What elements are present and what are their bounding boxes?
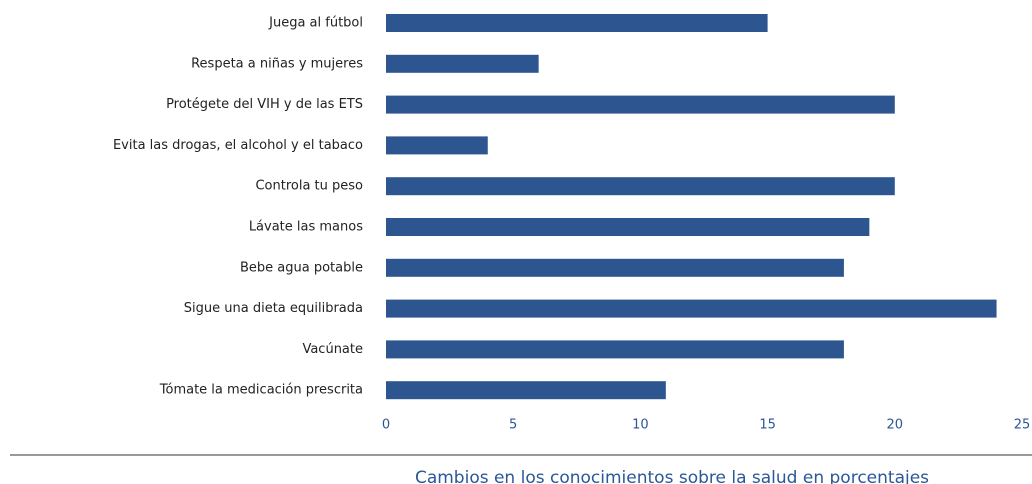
- y-tick-label: Bebe agua potable: [240, 260, 363, 275]
- bar: [386, 381, 666, 400]
- y-tick-label: Controla tu peso: [255, 179, 363, 194]
- y-tick-label: Evita las drogas, el alcohol y el tabaco: [113, 138, 363, 153]
- bar: [386, 340, 844, 359]
- x-tick-label: 0: [382, 418, 390, 433]
- bar: [386, 299, 997, 318]
- x-tick-label: 10: [632, 418, 649, 433]
- bar: [386, 177, 895, 196]
- bar: [386, 136, 488, 155]
- y-tick-label: Sigue una dieta equilibrada: [184, 301, 363, 316]
- y-tick-label: Protégete del VIH y de las ETS: [166, 97, 363, 112]
- y-tick-label: Vacúnate: [302, 342, 363, 357]
- bar: [386, 95, 895, 114]
- y-tick-label: Juega al fútbol: [268, 16, 363, 31]
- bar: [386, 54, 539, 73]
- bar: [386, 218, 870, 236]
- y-tick-label: Tómate la medicación prescrita: [159, 383, 363, 398]
- y-tick-label: Respeta a niñas y mujeres: [191, 56, 363, 71]
- x-tick-label: 25: [1014, 418, 1031, 433]
- bar: [386, 258, 844, 277]
- bar: [386, 14, 768, 32]
- x-tick-label: 15: [759, 418, 776, 433]
- x-axis-label: Cambios en los conocimientos sobre la sa…: [415, 468, 929, 484]
- x-tick-label: 5: [509, 418, 517, 433]
- x-tick-label: 20: [887, 418, 904, 433]
- y-tick-label: Lávate las manos: [249, 220, 363, 235]
